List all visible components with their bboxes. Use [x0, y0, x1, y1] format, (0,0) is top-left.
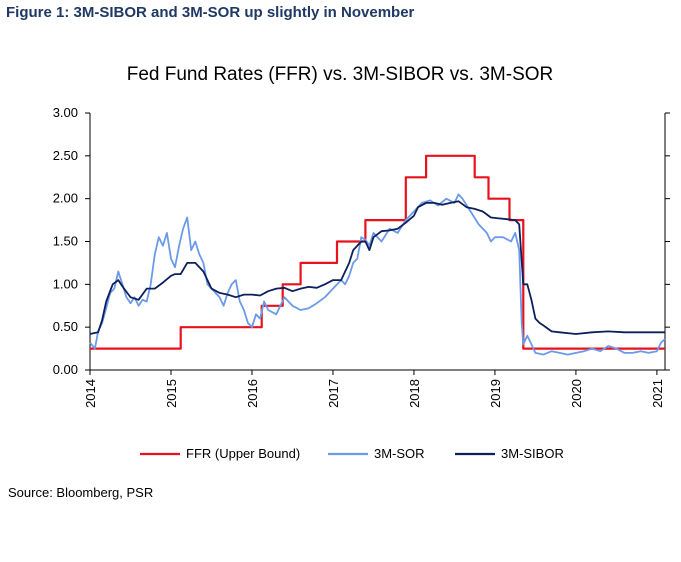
- y-tick-label: 0.50: [53, 319, 78, 334]
- source-note: Source: Bloomberg, PSR: [8, 485, 154, 500]
- series-line-ffr-upper-bound: [90, 154, 665, 350]
- chart-title: Fed Fund Rates (FFR) vs. 3M-SIBOR vs. 3M…: [127, 64, 554, 85]
- legend-label: FFR (Upper Bound): [186, 446, 300, 461]
- y-tick-label: 2.00: [53, 191, 78, 206]
- x-tick-label: 2018: [407, 379, 422, 408]
- legend-label: 3M-SOR: [374, 446, 425, 461]
- figure-caption: Figure 1: 3M-SIBOR and 3M-SOR up slightl…: [6, 4, 415, 21]
- legend-label: 3M-SIBOR: [501, 446, 564, 461]
- series-layer: [89, 154, 666, 356]
- x-tick-label: 2020: [569, 379, 584, 408]
- chart-axes: 0.00 0.50 1.00 1.50 2.00 2.50 3.00 2014 2015 2016…: [53, 105, 670, 408]
- y-tick-label: 2.50: [53, 148, 78, 163]
- y-tick-label: 3.00: [53, 105, 78, 120]
- y-tick-label: 0.00: [53, 362, 78, 377]
- line-chart: Fed Fund Rates (FFR) vs. 3M-SIBOR vs. 3M…: [53, 64, 670, 461]
- x-tick-label: 2015: [164, 379, 179, 408]
- series-line-3m-sibor: [89, 200, 665, 335]
- legend: FFR (Upper Bound) 3M-SOR 3M-SIBOR: [140, 446, 564, 461]
- x-tick-label: 2017: [326, 379, 341, 408]
- y-tick-label: 1.50: [53, 234, 78, 249]
- x-tick-label: 2021: [650, 379, 665, 408]
- y-tick-label: 1.00: [53, 276, 78, 291]
- x-tick-label: 2014: [83, 379, 98, 408]
- x-tick-label: 2019: [488, 379, 503, 408]
- series-line-3m-sor: [89, 193, 666, 356]
- x-tick-label: 2016: [245, 379, 260, 408]
